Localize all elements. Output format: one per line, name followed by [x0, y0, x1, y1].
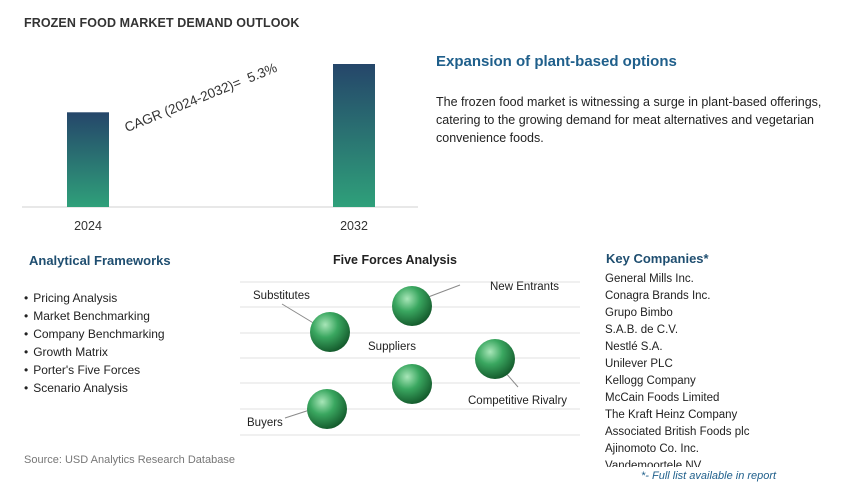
- label-new-entrants: New Entrants: [490, 281, 559, 293]
- sphere-buyers: [307, 389, 347, 429]
- company-item: Grupo Bimbo: [605, 307, 673, 319]
- company-item: Kellogg Company: [605, 375, 696, 387]
- framework-item: Company Benchmarking: [24, 325, 164, 343]
- sphere-new-entrants: [392, 286, 432, 326]
- sphere-rivalry: [475, 339, 515, 379]
- x-tick-label: 2032: [340, 219, 368, 233]
- company-item: The Kraft Heinz Company: [605, 409, 738, 421]
- sphere-substitutes: [310, 312, 350, 352]
- company-item: General Mills Inc.: [605, 273, 694, 285]
- label-competitive-rivalry: Competitive Rivalry: [468, 395, 567, 407]
- five-forces-diagram: Substitutes New Entrants Suppliers Compe…: [240, 281, 580, 436]
- label-buyers: Buyers: [247, 417, 283, 429]
- sphere-suppliers: [392, 364, 432, 404]
- label-substitutes: Substitutes: [253, 290, 310, 302]
- source-note: Source: USD Analytics Research Database: [24, 454, 235, 466]
- company-item: Vandemoortele NV: [605, 460, 702, 467]
- frameworks-list: Pricing Analysis Market Benchmarking Com…: [24, 289, 165, 397]
- highlight-heading: Expansion of plant-based options: [436, 53, 677, 70]
- company-item: Nestlé S.A.: [605, 341, 663, 353]
- label-suppliers: Suppliers: [368, 341, 416, 353]
- framework-item: Growth Matrix: [24, 343, 165, 361]
- key-companies-heading: Key Companies*: [606, 251, 709, 266]
- five-forces-heading: Five Forces Analysis: [333, 253, 457, 267]
- key-companies-list: General Mills Inc. Conagra Brands Inc. G…: [605, 271, 835, 467]
- framework-item: Pricing Analysis: [24, 289, 165, 307]
- framework-item: Scenario Analysis: [24, 379, 165, 397]
- highlight-text: The frozen food market is witnessing a s…: [436, 95, 822, 145]
- x-tick-label: 2024: [74, 219, 102, 233]
- framework-item: Market Benchmarking: [24, 307, 165, 325]
- company-item: Conagra Brands Inc.: [605, 290, 711, 302]
- frameworks-heading: Analytical Frameworks: [29, 253, 171, 268]
- framework-item: Porter's Five Forces: [24, 361, 165, 379]
- market-bar-chart: 2024 2032: [22, 64, 418, 233]
- company-item: Unilever PLC: [605, 358, 673, 370]
- bar-2032: [333, 64, 375, 207]
- page-title: FROZEN FOOD MARKET DEMAND OUTLOOK: [24, 16, 300, 30]
- company-item: McCain Foods Limited: [605, 392, 720, 404]
- company-item: Associated British Foods plc: [605, 426, 750, 438]
- company-item: S.A.B. de C.V.: [605, 324, 679, 336]
- bar-2024: [67, 112, 109, 207]
- company-item: Ajinomoto Co. Inc.: [605, 443, 699, 455]
- full-list-footnote: *- Full list available in report: [641, 470, 777, 482]
